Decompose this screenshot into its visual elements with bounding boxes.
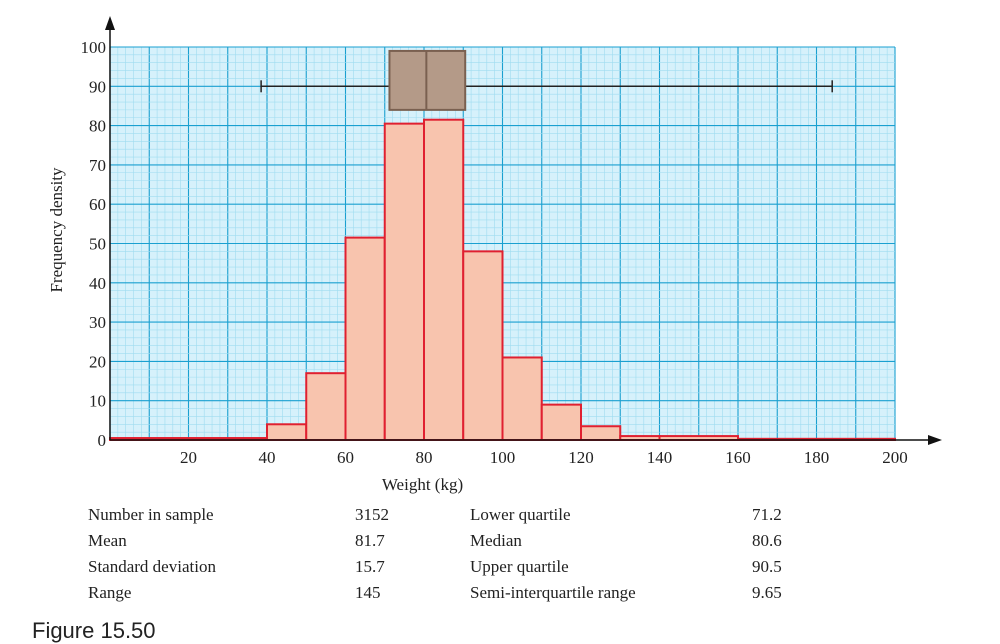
y-tick-label: 100 [81, 38, 107, 57]
histogram-bar [580, 425, 622, 441]
x-tick-label: 120 [568, 448, 594, 467]
histogram-bar [383, 122, 425, 441]
histogram-bar [344, 236, 386, 441]
stats-right-values: 71.2 80.6 90.5 9.65 [752, 502, 782, 606]
y-axis-label: Frequency density [47, 167, 66, 293]
stat-value: 71.2 [752, 505, 782, 524]
stat-label: Median [470, 531, 522, 550]
x-tick-label: 100 [490, 448, 516, 467]
x-tick-label: 40 [259, 448, 276, 467]
stat-value: 3152 [355, 505, 389, 524]
stat-label: Upper quartile [470, 557, 569, 576]
y-tick-label: 60 [89, 195, 106, 214]
stat-value: 15.7 [355, 557, 385, 576]
figure-caption: Figure 15.50 [32, 618, 156, 643]
histogram-bar [266, 423, 308, 441]
y-tick-label: 70 [89, 156, 106, 175]
y-tick-label: 90 [89, 77, 106, 96]
histogram-chart: 20 40 60 80 100 120 140 160 180 200 0 10 20 30 40 50 60 7… [47, 16, 942, 494]
x-tick-label: 20 [180, 448, 197, 467]
y-tick-label: 20 [89, 352, 106, 371]
stat-value: 9.65 [752, 583, 782, 602]
x-tick-label: 180 [804, 448, 830, 467]
stats-left-labels: Number in sample Mean Standard deviation… [88, 502, 216, 606]
stat-label: Range [88, 583, 132, 602]
stat-label: Standard deviation [88, 557, 216, 576]
histogram-bar [462, 250, 504, 441]
stat-label: Mean [88, 531, 127, 550]
y-tick-label: 40 [89, 274, 106, 293]
y-axis-arrow-icon [105, 16, 115, 30]
histogram-bar [423, 118, 465, 442]
y-tick-label: 30 [89, 313, 106, 332]
stats-left-values: 3152 81.7 15.7 145 [355, 502, 389, 606]
stat-value: 145 [355, 583, 381, 602]
histogram-bar [305, 372, 347, 441]
x-tick-label: 200 [882, 448, 908, 467]
stat-label: Number in sample [88, 505, 214, 524]
histogram-bar [540, 403, 582, 442]
y-tick-label: 0 [98, 431, 107, 450]
stat-value: 81.7 [355, 531, 385, 550]
stat-label: Semi-interquartile range [470, 583, 636, 602]
x-axis-arrow-icon [928, 435, 942, 445]
stat-value: 80.6 [752, 531, 782, 550]
x-tick-label: 80 [416, 448, 433, 467]
x-tick-label: 160 [725, 448, 751, 467]
x-axis-label: Weight (kg) [382, 475, 463, 494]
x-tick-label: 60 [337, 448, 354, 467]
stat-value: 90.5 [752, 557, 782, 576]
y-tick-label: 10 [89, 392, 106, 411]
y-tick-label: 80 [89, 117, 106, 136]
stat-label: Lower quartile [470, 505, 571, 524]
stats-right-labels: Lower quartile Median Upper quartile Sem… [470, 502, 636, 606]
x-tick-label: 140 [647, 448, 673, 467]
histogram-bar [501, 356, 543, 441]
y-tick-label: 50 [89, 235, 106, 254]
